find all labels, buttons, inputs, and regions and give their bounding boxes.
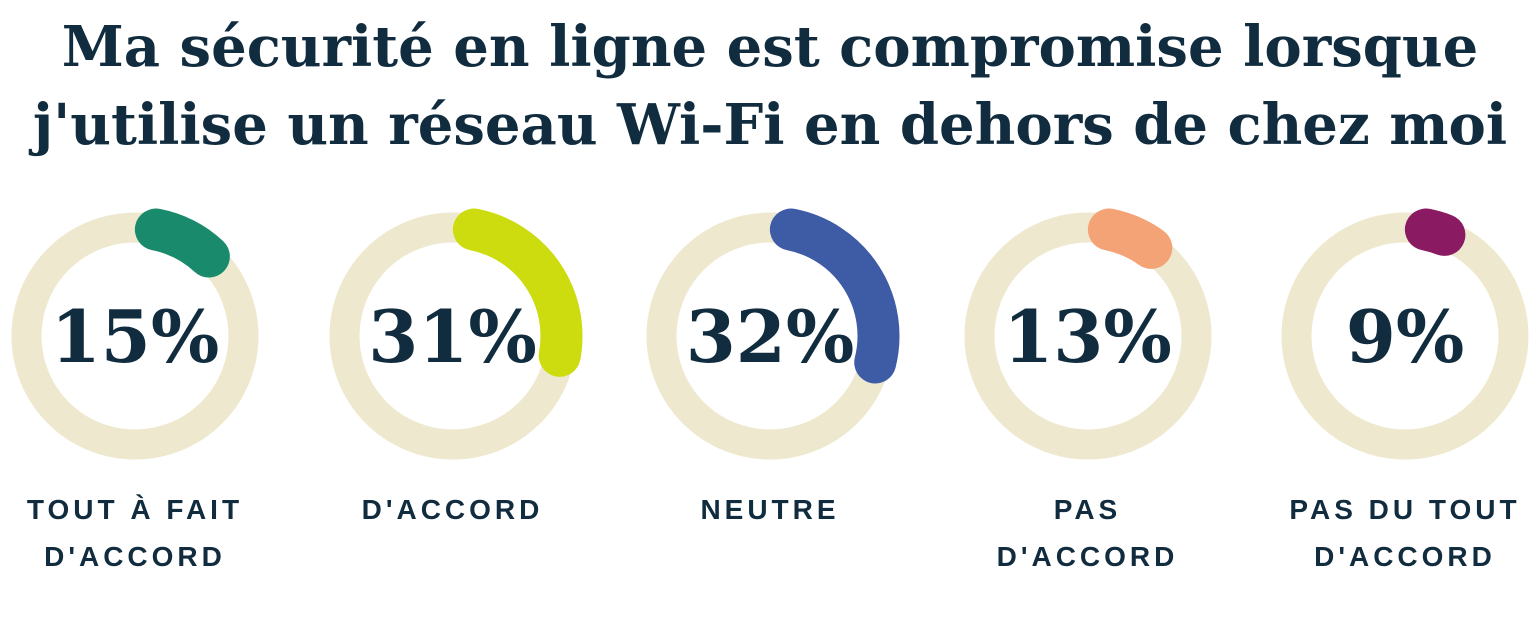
donut-label-line: D'ACCORD [996, 541, 1179, 572]
donut-label-line: PAS [1053, 494, 1122, 525]
donut-svg [1281, 208, 1529, 460]
donut-label-line: PAS DU TOUT [1289, 494, 1521, 525]
donut-column-3: 32% NEUTRE [640, 206, 900, 580]
donut-label-line: D'ACCORD [1314, 541, 1496, 572]
donut-column-4: 13% PAS D'ACCORD [958, 206, 1218, 580]
donut-label: PAS DU TOUT D'ACCORD [1289, 486, 1520, 580]
donut-label: D'ACCORD [362, 486, 544, 533]
donut-svg [329, 208, 582, 460]
chart-title-line2: j'utilise un réseau Wi-Fi en dehors de c… [32, 92, 1508, 158]
donut-column-2: 31% D'ACCORD [323, 206, 583, 580]
chart-title-line1: Ma sécurité en ligne est compromise lors… [61, 14, 1479, 80]
donut-row: 15% TOUT À FAIT D'ACCORD 31% D'ACCORD 32%… [5, 206, 1535, 580]
donut-arc-segment [1404, 208, 1466, 256]
donut-column-5: 9% PAS DU TOUT D'ACCORD [1275, 206, 1535, 580]
donut-arc-segment [769, 208, 900, 384]
donut-label-line: TOUT À FAIT [26, 494, 244, 525]
donut-chart: 13% [958, 206, 1218, 466]
donut-svg [11, 208, 259, 460]
donut-label-line: D'ACCORD [361, 494, 544, 525]
donut-chart: 32% [640, 206, 900, 466]
donut-ring-track [1281, 212, 1529, 460]
donut-svg [964, 208, 1211, 460]
donut-chart: 15% [5, 206, 265, 466]
donut-arc-segment [1087, 208, 1172, 269]
donut-label: PAS D'ACCORD [997, 486, 1179, 580]
donut-chart: 9% [1275, 206, 1535, 466]
donut-label-line: D'ACCORD [44, 541, 226, 572]
donut-column-1: 15% TOUT À FAIT D'ACCORD [5, 206, 265, 580]
donut-label: NEUTRE [700, 486, 839, 533]
donut-arc-segment [134, 208, 230, 278]
donut-chart: 31% [323, 206, 583, 466]
donut-label: TOUT À FAIT D'ACCORD [27, 486, 243, 580]
donut-label-line: NEUTRE [700, 494, 840, 525]
chart-title: Ma sécurité en ligne est compromise lors… [0, 0, 1540, 164]
donut-svg [646, 208, 900, 460]
donut-arc-segment [452, 208, 582, 377]
